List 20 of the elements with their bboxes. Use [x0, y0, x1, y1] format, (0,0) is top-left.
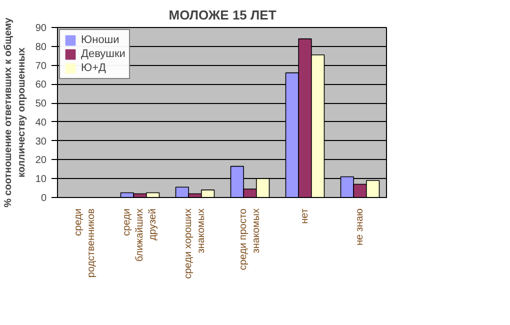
chart-title: МОЛОЖЕ 15 ЛЕТ	[168, 8, 276, 22]
y-tick-label: 60	[35, 80, 47, 91]
x-tick-label: нет	[300, 208, 310, 224]
x-tick-label: не знаю	[354, 208, 366, 246]
y-tick-label: 40	[35, 117, 47, 128]
x-tick-label: среди хороших знакомых	[182, 208, 208, 279]
legend-label: Юноши	[81, 34, 120, 46]
y-tick-label: 10	[35, 174, 47, 186]
legend-label: Ю+Д	[81, 62, 106, 74]
y-tick-label: 20	[35, 155, 47, 166]
legend-label: Девушки	[81, 48, 126, 60]
x-tick-label: среди родственников	[72, 208, 98, 278]
y-tick-label: 80	[35, 42, 47, 53]
y-tick-label: 30	[35, 136, 47, 148]
y-tick-label: 70	[35, 60, 47, 72]
y-axis-title: % соотношение ответивших к общему колличеству опрошенных	[3, 17, 28, 208]
y-tick-label: 90	[35, 23, 47, 34]
x-tick-label: среди ближайших друзей	[121, 208, 159, 262]
y-tick-label: 0	[40, 193, 47, 204]
y-tick-label: 50	[35, 98, 47, 110]
